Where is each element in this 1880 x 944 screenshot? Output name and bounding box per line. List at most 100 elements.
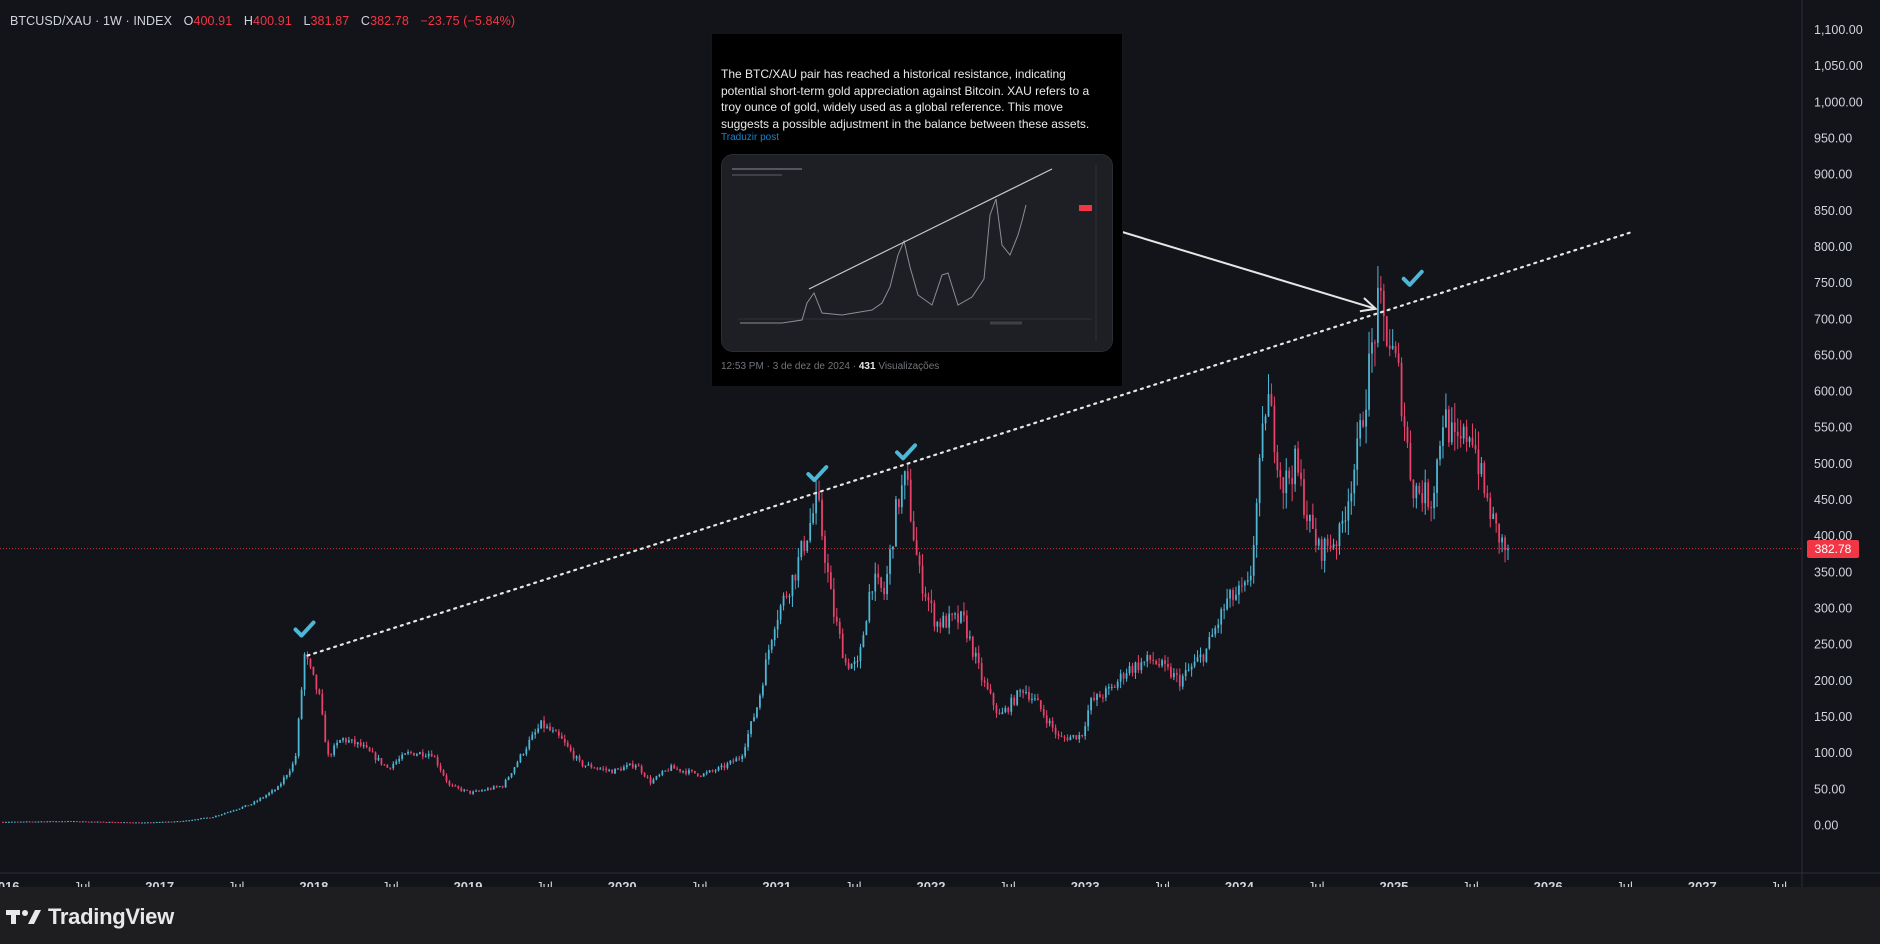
x-tick-label: Jul xyxy=(1616,879,1633,887)
candle-body xyxy=(883,587,885,595)
candle-body xyxy=(767,649,770,660)
candle-body xyxy=(504,779,507,788)
candle-body xyxy=(1113,686,1116,688)
candle-body xyxy=(356,742,359,745)
candle-body xyxy=(977,652,980,664)
candle-body xyxy=(10,821,13,823)
candle-body xyxy=(262,797,265,799)
candle-body xyxy=(13,821,16,823)
candle-body xyxy=(238,808,241,810)
y-tick-label: 350.00 xyxy=(1814,565,1852,579)
candle-body xyxy=(1152,659,1155,661)
candle-body xyxy=(1010,697,1013,712)
candle-body xyxy=(649,777,652,784)
candle-body xyxy=(102,821,105,823)
candle-body xyxy=(889,549,891,574)
candle-body xyxy=(451,785,454,787)
candle-body xyxy=(401,754,404,759)
y-tick-label: 50.00 xyxy=(1814,782,1845,796)
candle-body xyxy=(1507,548,1509,551)
candle-body xyxy=(141,822,143,824)
x-tick-label: 2017 xyxy=(145,879,174,887)
candle-body xyxy=(1477,449,1480,475)
candle-body xyxy=(895,499,897,547)
candle-body xyxy=(478,790,480,792)
candle-body xyxy=(1034,698,1036,700)
candle-body xyxy=(800,541,803,558)
y-tick-label: 200.00 xyxy=(1814,674,1852,688)
candle-body xyxy=(220,814,223,816)
candle-body xyxy=(1128,666,1131,674)
candle-body xyxy=(980,663,983,681)
candle-body xyxy=(785,595,788,597)
y-tick-label: 400.00 xyxy=(1814,529,1852,543)
candle-body xyxy=(1450,422,1453,443)
candle-body xyxy=(1036,698,1039,701)
price-chart[interactable]: 0.00 50.00 100.00 150.00 200.00 250.00 300.00 3… xyxy=(0,0,1880,887)
candle-body xyxy=(829,572,832,590)
candle-body xyxy=(620,768,622,771)
tradingview-logo[interactable]: TradingView xyxy=(6,904,174,930)
candle-body xyxy=(1119,673,1122,682)
candle-body xyxy=(543,720,545,728)
candle-body xyxy=(1415,485,1418,499)
candle-body xyxy=(398,758,401,762)
candle-body xyxy=(903,471,906,486)
candle-body xyxy=(1433,492,1435,509)
translate-post-link[interactable]: Traduzir post xyxy=(721,132,779,143)
candle-body xyxy=(1252,545,1255,576)
candle-body xyxy=(717,767,720,771)
candle-body xyxy=(735,758,738,762)
candle-body xyxy=(345,738,347,743)
candle-body xyxy=(282,777,285,784)
candle-body xyxy=(288,771,291,776)
chart-frame[interactable]: 0.00 50.00 100.00 150.00 200.00 250.00 300.00 3… xyxy=(0,0,1880,887)
candle-body xyxy=(850,664,853,669)
candle-body xyxy=(1504,537,1506,551)
candle-body xyxy=(489,788,492,790)
candle-body xyxy=(605,768,608,771)
symbol-label[interactable]: BTCUSD/XAU · 1W · INDEX xyxy=(10,14,173,28)
candle-body xyxy=(628,763,631,766)
candle-body xyxy=(244,805,247,807)
candle-body xyxy=(966,615,968,639)
candle-body xyxy=(167,821,170,823)
candle-body xyxy=(1439,445,1441,460)
candle-body xyxy=(114,822,117,824)
candle-body xyxy=(1048,720,1051,724)
candle-body xyxy=(729,760,732,764)
candle-body xyxy=(688,770,690,774)
candle-body xyxy=(880,577,883,588)
y-tick-label: 650.00 xyxy=(1814,348,1852,362)
candle-body xyxy=(46,821,49,823)
candle-body xyxy=(1385,316,1388,346)
candle-body xyxy=(1184,670,1187,677)
x-tick-label: Jul xyxy=(228,879,245,887)
candle-body xyxy=(1190,666,1193,670)
tweet-mini-chart xyxy=(722,155,1112,351)
candle-body xyxy=(770,640,773,650)
candle-body xyxy=(93,821,96,823)
candle-body xyxy=(1338,523,1341,547)
tweet-meta: 12:53 PM · 3 de dez de 2024 · 431 Visual… xyxy=(721,361,939,372)
x-tick-label: Jul xyxy=(691,879,708,887)
candle-body xyxy=(599,768,602,770)
candle-body xyxy=(1456,431,1459,436)
candle-body xyxy=(1261,423,1264,458)
candle-body xyxy=(927,597,930,601)
candle-body xyxy=(1249,575,1252,581)
candle-body xyxy=(614,768,616,774)
candle-body xyxy=(424,756,427,758)
candle-body xyxy=(1087,710,1090,727)
candle-body xyxy=(1362,420,1365,427)
candle-body xyxy=(552,730,554,732)
candle-body xyxy=(1273,405,1276,453)
candle-body xyxy=(1495,513,1498,524)
candle-body xyxy=(617,768,619,770)
candle-body xyxy=(324,714,327,743)
candle-body xyxy=(744,747,747,756)
candle-body xyxy=(1391,346,1394,349)
candle-body xyxy=(1122,673,1125,679)
candle-body xyxy=(126,822,129,824)
candle-body xyxy=(936,622,939,627)
